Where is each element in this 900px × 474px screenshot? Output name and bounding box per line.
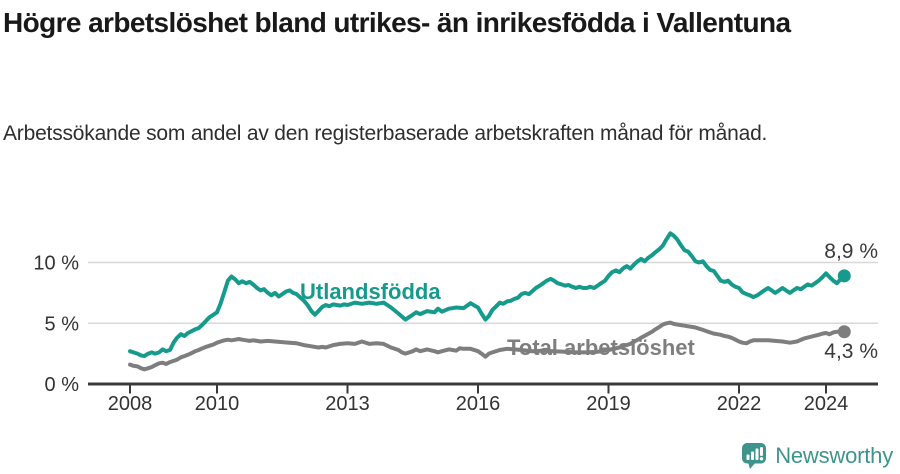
x-axis-tick-label: 2016 <box>456 393 501 415</box>
series-end-value-total-arbetsloshet: 4,3 % <box>824 340 878 363</box>
x-axis-tick-label: 2022 <box>717 393 762 415</box>
x-axis-tick-label: 2008 <box>108 393 153 415</box>
newsworthy-branding: Newsworthy <box>741 442 893 470</box>
unemployment-line-chart: 0 % 5 % 10 % 2008 2010 2013 2016 2019 2022 2024 Ut… <box>33 231 878 415</box>
x-axis-tick-label: 2013 <box>325 393 370 415</box>
series-end-dot-total-arbetsloshet <box>837 325 851 339</box>
x-axis-tick-label: 2019 <box>586 393 631 415</box>
series-end-dot-utlandsfodda <box>837 269 851 283</box>
series-end-value-utlandsfodda: 8,9 % <box>824 240 878 263</box>
series-line-total-arbetsloshet <box>128 320 847 372</box>
y-axis-tick-label: 10 % <box>33 253 79 275</box>
chart-subtitle: Arbetssökande som andel av den registerb… <box>3 122 768 145</box>
x-axis-tick-label: 2010 <box>195 393 240 415</box>
series-line-utlandsfodda <box>128 231 847 359</box>
series-label-total-arbetsloshet: Total arbetslöshet <box>507 335 696 360</box>
y-axis-tick-label: 0 % <box>45 374 80 396</box>
x-axis-tick-label: 2024 <box>804 393 849 415</box>
page-title: Högre arbetslöshet bland utrikes- än inr… <box>3 7 791 38</box>
newsworthy-brand-text: Newsworthy <box>775 443 893 468</box>
series-label-utlandsfodda: Utlandsfödda <box>300 279 441 304</box>
y-axis-tick-label: 5 % <box>45 313 80 335</box>
newsworthy-logo-icon <box>742 443 767 469</box>
